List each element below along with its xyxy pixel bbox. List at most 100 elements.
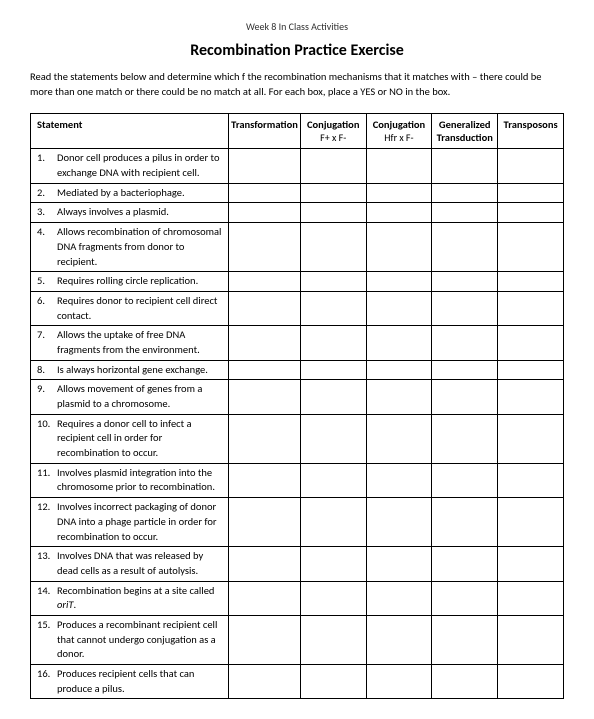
answer-cell[interactable] xyxy=(229,615,301,664)
answer-cell[interactable] xyxy=(229,183,301,203)
answer-cell[interactable] xyxy=(432,547,498,581)
answer-cell[interactable] xyxy=(432,360,498,380)
statement-text: Mediated by a bacteriophage. xyxy=(57,186,185,199)
answer-cell[interactable] xyxy=(300,414,366,463)
answer-cell[interactable] xyxy=(229,547,301,581)
answer-cell[interactable] xyxy=(432,291,498,325)
answer-cell[interactable] xyxy=(366,149,432,183)
answer-cell[interactable] xyxy=(366,615,432,664)
answer-cell[interactable] xyxy=(229,203,301,223)
statement-cell: 11.Involves plasmid integration into the… xyxy=(31,463,229,497)
answer-cell[interactable] xyxy=(300,326,366,360)
answer-cell[interactable] xyxy=(366,463,432,497)
statement-text: Involves DNA that was released by dead c… xyxy=(57,549,203,577)
answer-cell[interactable] xyxy=(498,547,564,581)
answer-cell[interactable] xyxy=(432,615,498,664)
answer-cell[interactable] xyxy=(498,291,564,325)
answer-cell[interactable] xyxy=(229,581,301,615)
answer-cell[interactable] xyxy=(432,149,498,183)
statement-cell: 10.Requires a donor cell to infect a rec… xyxy=(31,414,229,463)
statement-number: 12. xyxy=(37,500,57,515)
answer-cell[interactable] xyxy=(229,665,301,699)
answer-cell[interactable] xyxy=(432,665,498,699)
answer-cell[interactable] xyxy=(300,463,366,497)
answer-cell[interactable] xyxy=(300,203,366,223)
answer-cell[interactable] xyxy=(229,360,301,380)
statement-text: Is always horizontal gene exchange. xyxy=(57,363,208,376)
answer-cell[interactable] xyxy=(432,380,498,414)
answer-cell[interactable] xyxy=(498,183,564,203)
answer-cell[interactable] xyxy=(366,360,432,380)
answer-cell[interactable] xyxy=(229,223,301,272)
answer-cell[interactable] xyxy=(300,183,366,203)
answer-cell[interactable] xyxy=(229,149,301,183)
answer-cell[interactable] xyxy=(300,615,366,664)
answer-cell[interactable] xyxy=(432,463,498,497)
answer-cell[interactable] xyxy=(432,414,498,463)
col-conjugation-2: Conjugation Hfr x F- xyxy=(366,114,432,149)
answer-cell[interactable] xyxy=(432,326,498,360)
answer-cell[interactable] xyxy=(300,223,366,272)
answer-cell[interactable] xyxy=(498,414,564,463)
answer-cell[interactable] xyxy=(432,183,498,203)
answer-cell[interactable] xyxy=(366,498,432,547)
answer-cell[interactable] xyxy=(229,326,301,360)
answer-cell[interactable] xyxy=(229,380,301,414)
answer-cell[interactable] xyxy=(300,665,366,699)
table-row: 3.Always involves a plasmid. xyxy=(31,203,564,223)
statement-number: 11. xyxy=(37,466,57,481)
answer-cell[interactable] xyxy=(498,326,564,360)
answer-cell[interactable] xyxy=(366,547,432,581)
answer-cell[interactable] xyxy=(300,272,366,292)
answer-cell[interactable] xyxy=(229,463,301,497)
answer-cell[interactable] xyxy=(229,414,301,463)
statement-cell: 14.Recombination begins at a site called… xyxy=(31,581,229,615)
answer-cell[interactable] xyxy=(366,291,432,325)
answer-cell[interactable] xyxy=(498,380,564,414)
answer-cell[interactable] xyxy=(300,498,366,547)
answer-cell[interactable] xyxy=(498,203,564,223)
instructions-text: Read the statements below and determine … xyxy=(30,70,564,99)
answer-cell[interactable] xyxy=(229,498,301,547)
table-row: 6.Requires donor to recipient cell direc… xyxy=(31,291,564,325)
answer-cell[interactable] xyxy=(498,498,564,547)
answer-cell[interactable] xyxy=(498,463,564,497)
answer-cell[interactable] xyxy=(229,272,301,292)
answer-cell[interactable] xyxy=(498,615,564,664)
col-conjugation-1-sub: F+ x F- xyxy=(320,131,346,144)
table-row: 5.Requires rolling circle replication. xyxy=(31,272,564,292)
answer-cell[interactable] xyxy=(366,183,432,203)
answer-cell[interactable] xyxy=(432,272,498,292)
answer-cell[interactable] xyxy=(498,272,564,292)
answer-cell[interactable] xyxy=(498,149,564,183)
statement-number: 13. xyxy=(37,549,57,564)
answer-cell[interactable] xyxy=(366,326,432,360)
answer-cell[interactable] xyxy=(366,665,432,699)
answer-cell[interactable] xyxy=(300,149,366,183)
answer-cell[interactable] xyxy=(366,223,432,272)
statement-cell: 8.Is always horizontal gene exchange. xyxy=(31,360,229,380)
answer-cell[interactable] xyxy=(366,380,432,414)
table-row: 14.Recombination begins at a site called… xyxy=(31,581,564,615)
answer-cell[interactable] xyxy=(300,360,366,380)
answer-cell[interactable] xyxy=(432,203,498,223)
col-transformation: Transformation xyxy=(229,114,301,149)
answer-cell[interactable] xyxy=(366,203,432,223)
answer-cell[interactable] xyxy=(498,360,564,380)
answer-cell[interactable] xyxy=(366,414,432,463)
answer-cell[interactable] xyxy=(300,380,366,414)
answer-cell[interactable] xyxy=(300,581,366,615)
answer-cell[interactable] xyxy=(498,581,564,615)
answer-cell[interactable] xyxy=(432,498,498,547)
answer-cell[interactable] xyxy=(498,223,564,272)
answer-cell[interactable] xyxy=(432,581,498,615)
answer-cell[interactable] xyxy=(432,223,498,272)
answer-cell[interactable] xyxy=(300,291,366,325)
answer-cell[interactable] xyxy=(498,665,564,699)
table-row: 8.Is always horizontal gene exchange. xyxy=(31,360,564,380)
answer-cell[interactable] xyxy=(300,547,366,581)
statement-cell: 15.Produces a recombinant recipient cell… xyxy=(31,615,229,664)
answer-cell[interactable] xyxy=(366,581,432,615)
answer-cell[interactable] xyxy=(366,272,432,292)
answer-cell[interactable] xyxy=(229,291,301,325)
